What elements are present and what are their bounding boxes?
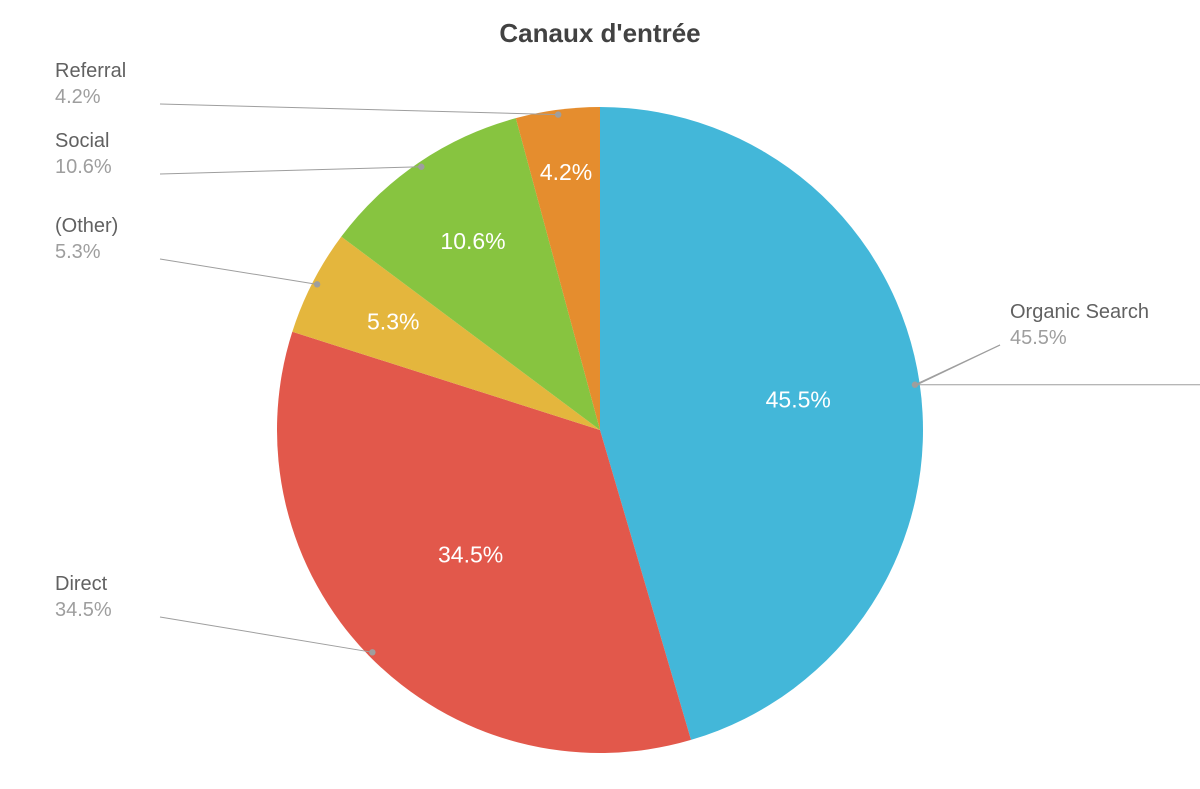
pie-chart-container: Canaux d'entrée 45.5%34.5%5.3%10.6%4.2% …	[0, 0, 1200, 789]
external-label-value: 10.6%	[55, 156, 112, 178]
leader-line	[160, 259, 317, 284]
external-label-value: 45.5%	[1010, 327, 1067, 349]
slice-value-label: 10.6%	[440, 228, 505, 254]
leader-line	[918, 345, 1000, 384]
external-label-value: 4.2%	[55, 86, 101, 108]
external-label-name: (Other)	[55, 215, 118, 237]
slice-value-label: 4.2%	[540, 159, 592, 185]
external-label-value: 34.5%	[55, 599, 112, 621]
external-label-name: Direct	[55, 573, 108, 595]
external-label-name: Social	[55, 130, 109, 152]
external-label-name: Organic Search	[1010, 301, 1149, 323]
pie-chart-svg: 45.5% 34.5% 5.3% 10.6% 4.2% Organic Search 45…	[0, 0, 1200, 789]
leader-line	[160, 104, 558, 115]
slice-value-label: 34.5%	[438, 541, 503, 567]
slice-value-label: 5.3%	[367, 309, 419, 335]
pie-slices	[277, 107, 923, 753]
leader-line	[160, 167, 421, 174]
external-label-name: Referral	[55, 60, 126, 82]
slice-value-label: 45.5%	[766, 387, 831, 413]
external-label-value: 5.3%	[55, 241, 101, 263]
